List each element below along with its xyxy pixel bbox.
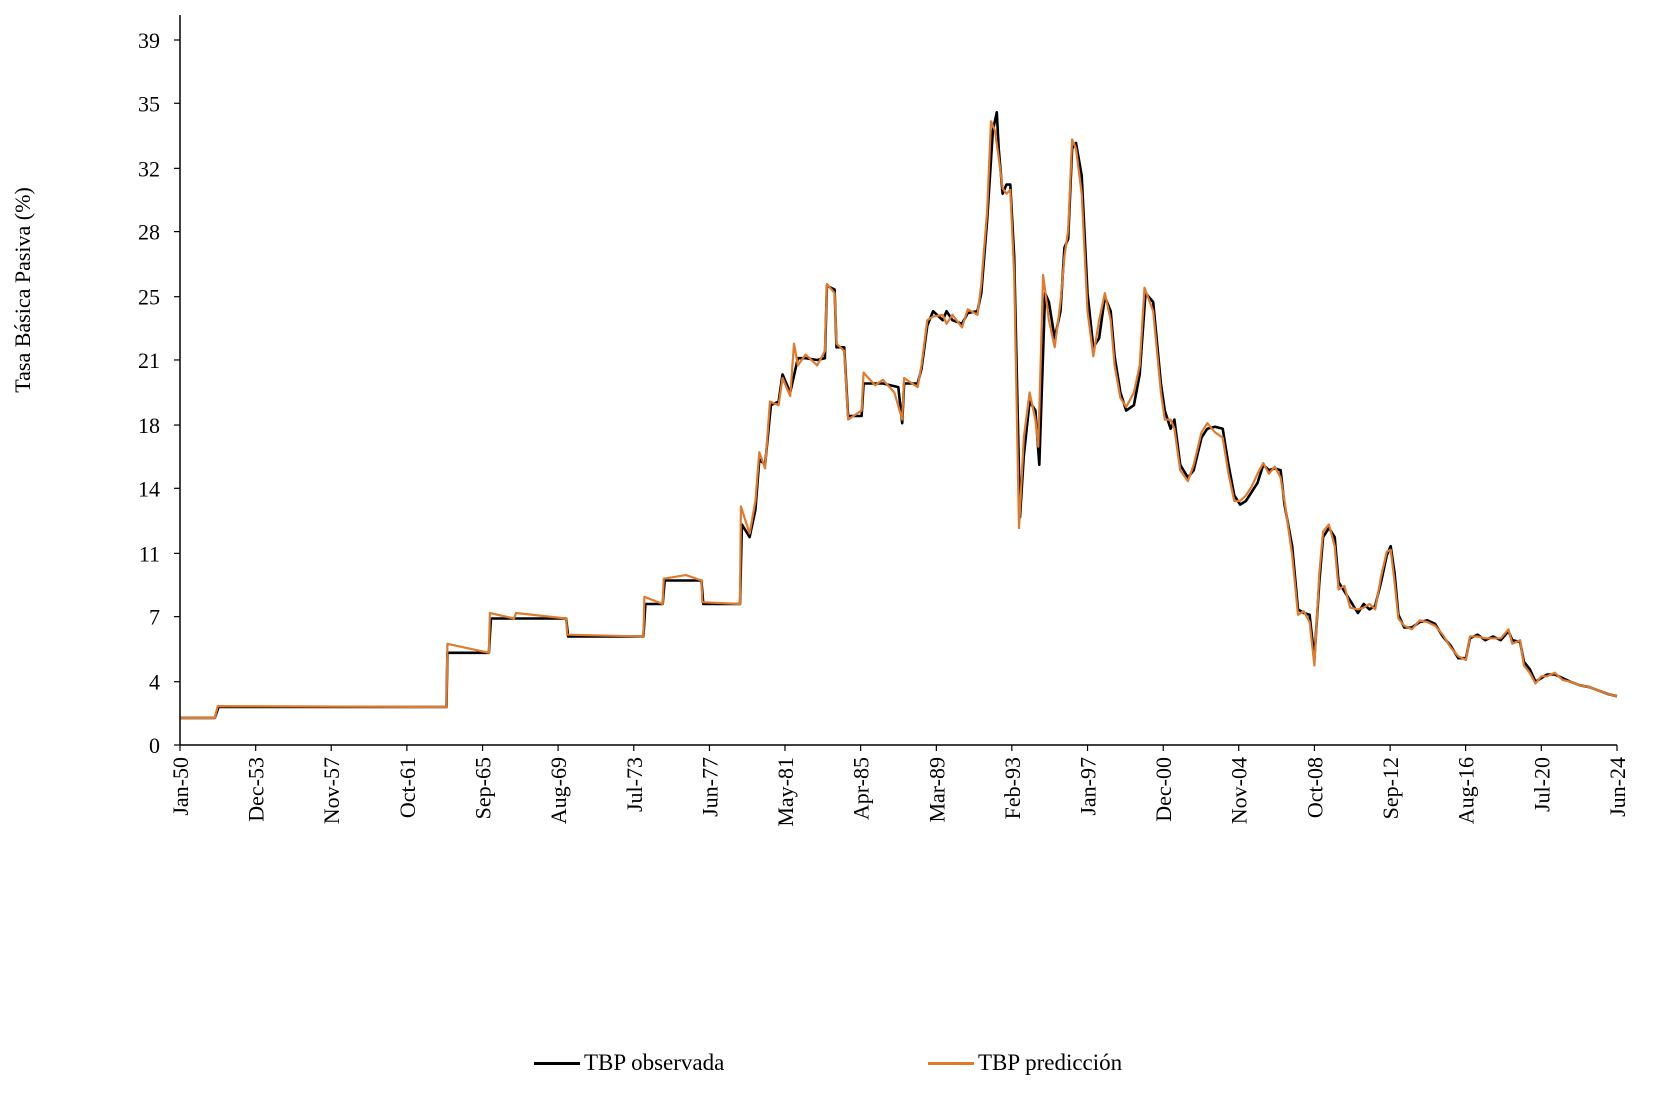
x-tick-label: Jul-20	[1529, 757, 1554, 812]
x-axis-ticks: Jan-50 Dec-53 Nov-57 Oct-61 Sep-65 Aug-69 Jul-…	[168, 745, 1630, 827]
y-tick-label: 25	[138, 285, 160, 310]
x-tick-label: Mar-89	[924, 757, 949, 823]
y-tick-label: 4	[149, 670, 160, 695]
legend-item-observada: TBP observada	[534, 1050, 724, 1076]
x-tick-label: Aug-16	[1454, 757, 1479, 824]
x-tick-label: May-81	[773, 757, 798, 827]
series-line-observada	[180, 111, 1618, 720]
x-tick-label: Dec-00	[1151, 757, 1176, 822]
series-line-prediccion	[180, 120, 1618, 719]
x-tick-label: Oct-08	[1302, 757, 1327, 818]
x-tick-label: Apr-85	[849, 757, 874, 820]
x-tick-label: Oct-61	[395, 757, 420, 818]
y-tick-label: 35	[138, 91, 160, 116]
legend-label-prediccion: TBP predicción	[978, 1050, 1123, 1075]
y-axis-ticks: 0 4 7 11 14 18 21 25 28 32 35 39	[138, 28, 180, 758]
y-tick-label: 21	[138, 348, 160, 373]
y-axis-title: Tasa Básica Pasiva (%)	[10, 187, 35, 393]
y-tick-label: 11	[139, 541, 160, 566]
x-tick-label: Nov-04	[1227, 757, 1252, 824]
x-tick-label: Sep-12	[1378, 757, 1403, 819]
legend-label-observada: TBP observada	[584, 1050, 725, 1075]
y-tick-label: 39	[138, 28, 160, 53]
x-tick-label: Jul-73	[622, 757, 647, 812]
line-chart: 0 4 7 11 14 18 21 25 28 32 35 39 Jan-50 Dec-53 Nov-57…	[10, 15, 1630, 827]
legend-item-prediccion: TBP predicción	[928, 1050, 1122, 1076]
x-tick-label: Jan-97	[1076, 757, 1101, 816]
y-tick-label: 32	[138, 156, 160, 181]
x-tick-label: Jun-77	[697, 757, 722, 817]
series-layer	[180, 111, 1618, 720]
legend-swatch-prediccion	[928, 1061, 974, 1065]
legend: TBP observada TBP predicción	[0, 1050, 1658, 1090]
y-tick-label: 28	[138, 220, 160, 245]
y-tick-label: 14	[138, 476, 160, 501]
y-tick-label: 7	[149, 605, 160, 630]
y-tick-label: 0	[149, 733, 160, 758]
x-tick-label: Feb-93	[1000, 757, 1025, 819]
x-tick-label: Nov-57	[319, 757, 344, 824]
axes-layer	[179, 15, 1617, 746]
y-tick-label: 18	[138, 413, 160, 438]
x-tick-label: Aug-69	[546, 757, 571, 824]
x-tick-label: Jun-24	[1605, 757, 1630, 817]
x-tick-label: Sep-65	[471, 757, 496, 819]
x-tick-label: Jan-50	[168, 757, 193, 816]
x-tick-label: Dec-53	[244, 757, 269, 822]
legend-swatch-observada	[534, 1061, 580, 1065]
